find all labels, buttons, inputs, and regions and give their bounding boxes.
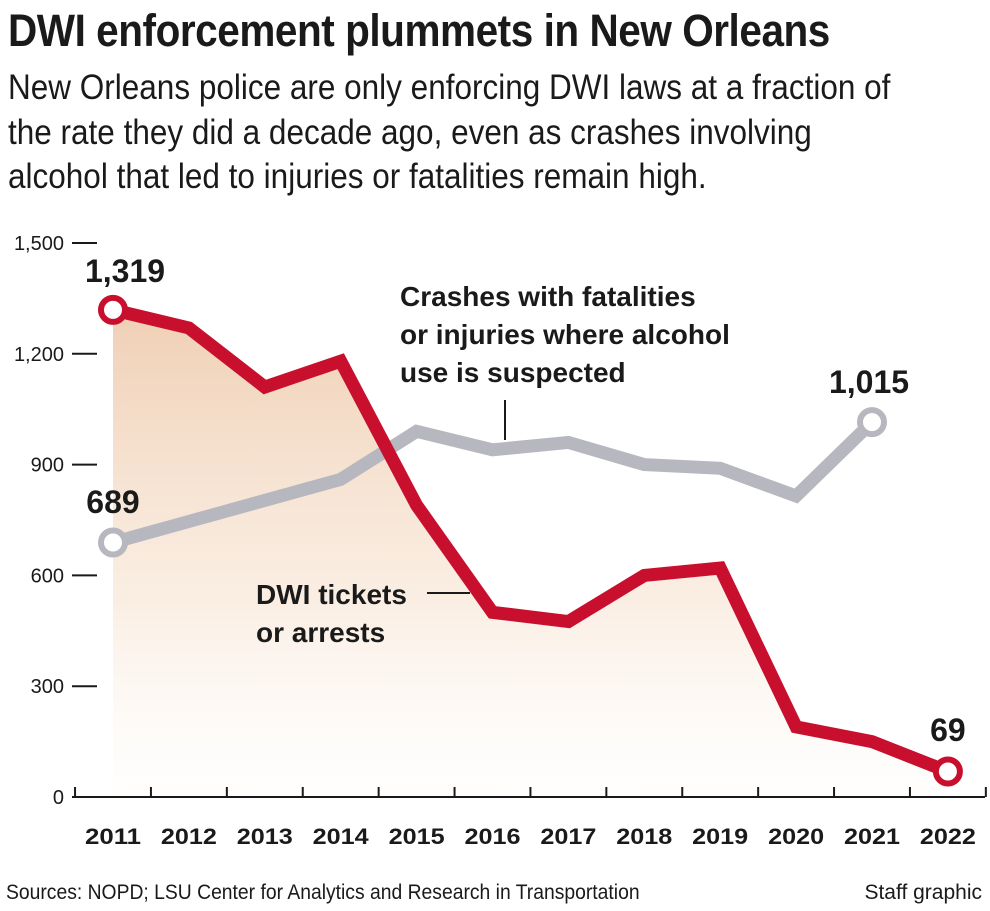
y-tick-label: 1,200: [14, 344, 64, 366]
x-tick-label: 2012: [161, 824, 217, 849]
x-tick-label: 2014: [313, 824, 370, 849]
dwi-start-label: 1,319: [85, 253, 165, 289]
crashes-start-label: 689: [86, 484, 139, 520]
x-tick-label: 2021: [844, 824, 900, 849]
credit-note: Staff graphic: [864, 881, 982, 904]
dwi-series-line: [111, 303, 951, 778]
x-tick-label: 2022: [920, 824, 976, 849]
y-tick-label: 1,500: [14, 233, 64, 255]
dwi-end-label: 69: [930, 712, 966, 748]
x-tick-label: 2020: [768, 824, 824, 849]
crashes-series-label: Crashes with fatalities: [400, 281, 696, 312]
x-tick-label: 2016: [465, 824, 521, 849]
y-tick-label: 0: [53, 787, 64, 809]
y-tick-label: 900: [31, 455, 64, 477]
source-note: Sources: NOPD; LSU Center for Analytics …: [6, 881, 640, 904]
crashes-endpoint: [98, 527, 128, 558]
x-tick-label: 2011: [85, 824, 141, 849]
crashes-endpoint: [857, 407, 887, 438]
dwi-area-fill: [113, 309, 948, 797]
x-tick-label: 2015: [389, 824, 445, 849]
dwi-series-label: or arrests: [256, 617, 385, 648]
dwi-endpoint: [932, 756, 963, 787]
crashes-series-label: use is suspected: [400, 357, 626, 388]
crashes-series-label: or injuries where alcohol: [400, 319, 730, 350]
crashes-end-label: 1,015: [829, 364, 909, 400]
y-tick-label: 600: [31, 565, 64, 587]
y-tick-label: 300: [31, 676, 64, 698]
x-tick-label: 2018: [616, 824, 672, 849]
chart-title: DWI enforcement plummets in New Orleans: [8, 5, 830, 56]
chart-subtitle: New Orleans police are only enforcing DW…: [8, 68, 891, 196]
x-tick-label: 2019: [692, 824, 748, 849]
x-tick-label: 2013: [237, 824, 293, 849]
dwi-series-label: DWI tickets: [256, 579, 407, 610]
dwi-endpoint: [98, 294, 128, 325]
x-tick-label: 2017: [540, 824, 596, 849]
